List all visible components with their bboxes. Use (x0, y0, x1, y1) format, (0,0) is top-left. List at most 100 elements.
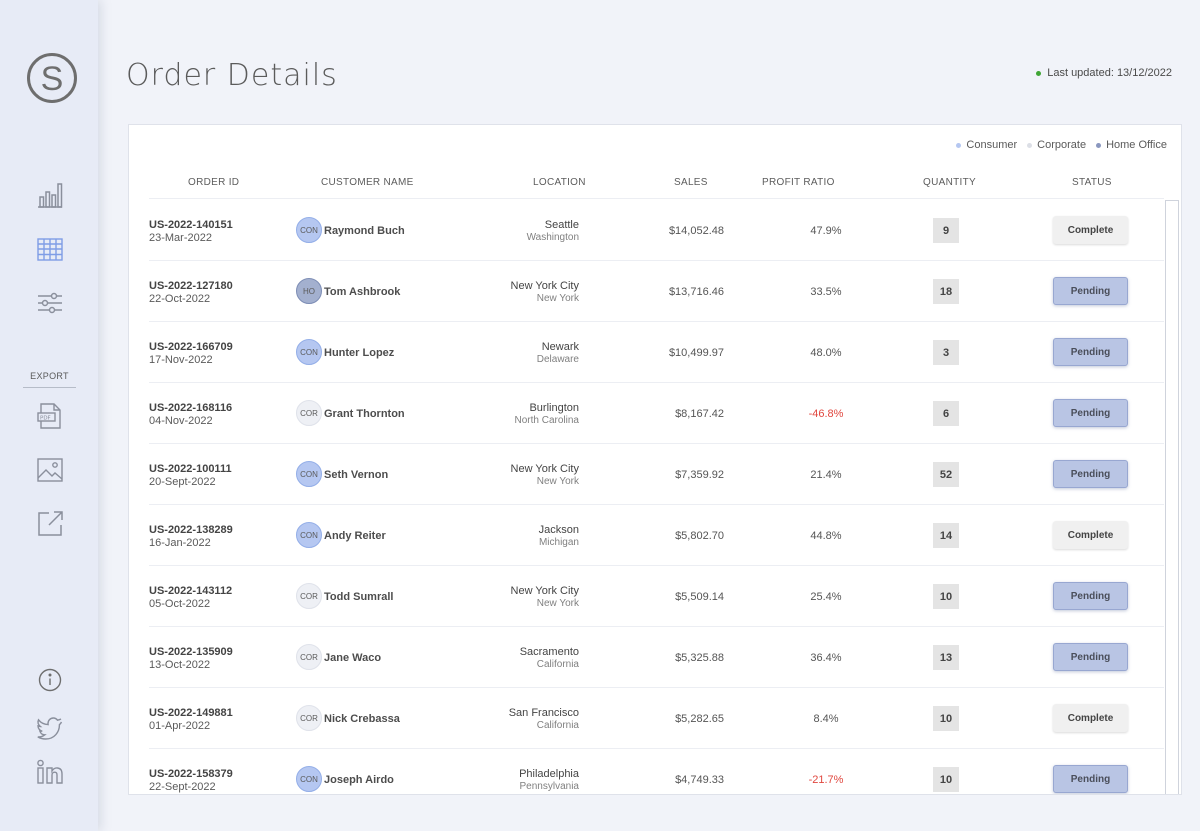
export-label: EXPORT (30, 371, 69, 381)
table-row[interactable]: US-2022-135909 13-Oct-2022 COR Jane Waco Sac… (149, 627, 1164, 688)
twitter-link[interactable] (36, 712, 64, 740)
status-button[interactable]: Complete (1053, 704, 1128, 732)
table-row[interactable]: US-2022-166709 17-Nov-2022 CON Hunter Lopez… (149, 322, 1164, 383)
order-id[interactable]: US-2022-127180 (149, 280, 233, 292)
customer-name[interactable]: Hunter Lopez (324, 347, 395, 359)
table-row[interactable]: US-2022-140151 23-Mar-2022 CON Raymond Buch… (149, 200, 1164, 261)
status-button[interactable]: Complete (1053, 521, 1128, 549)
customer-name[interactable]: Andy Reiter (324, 530, 386, 542)
col-header-profit-ratio[interactable]: PROFIT RATIO (762, 177, 835, 188)
legend-item[interactable]: Home Office (1096, 139, 1167, 151)
status-button[interactable]: Pending (1053, 277, 1128, 305)
order-id[interactable]: US-2022-166709 (149, 341, 233, 353)
table-header: ORDER ID CUSTOMER NAME LOCATION SALES PR… (149, 169, 1164, 199)
order-id[interactable]: US-2022-140151 (149, 219, 233, 231)
profit-ratio: 48.0% (810, 347, 842, 359)
table-row[interactable]: US-2022-149881 01-Apr-2022 COR Nick Crebass… (149, 688, 1164, 749)
export-share-button[interactable] (36, 510, 64, 538)
logo[interactable]: S (27, 53, 77, 103)
status-button[interactable]: Pending (1053, 460, 1128, 488)
customer-name[interactable]: Tom Ashbrook (324, 286, 401, 298)
sales-value: $7,359.92 (675, 469, 724, 481)
quantity-badge: 6 (933, 401, 959, 426)
col-header-location[interactable]: LOCATION (533, 177, 586, 188)
customer-name[interactable]: Nick Crebassa (324, 713, 400, 725)
quantity-badge: 14 (933, 523, 959, 548)
status-button[interactable]: Pending (1053, 582, 1128, 610)
info-icon (38, 668, 62, 692)
status-button[interactable]: Pending (1053, 765, 1128, 793)
location-city: Seattle (544, 219, 579, 231)
svg-text:PDF: PDF (40, 416, 51, 422)
table-scrollbar[interactable] (1165, 200, 1179, 794)
col-header-order-id[interactable]: ORDER ID (188, 177, 240, 188)
export-pdf-button[interactable]: PDF (36, 402, 64, 430)
status-button[interactable]: Pending (1053, 338, 1128, 366)
linkedin-icon (37, 759, 63, 784)
order-id[interactable]: US-2022-138289 (149, 524, 233, 536)
location-state: California (536, 659, 579, 670)
status-button[interactable]: Complete (1053, 216, 1128, 244)
quantity-badge: 10 (933, 706, 959, 731)
order-id[interactable]: US-2022-100111 (149, 463, 232, 475)
col-header-status[interactable]: STATUS (1072, 177, 1112, 188)
profit-ratio: -46.8% (808, 408, 844, 420)
linkedin-link[interactable] (36, 758, 64, 786)
location-state: Washington (526, 232, 579, 243)
customer-name[interactable]: Todd Sumrall (324, 591, 394, 603)
table-row[interactable]: US-2022-168116 04-Nov-2022 COR Grant Thornt… (149, 383, 1164, 444)
segment-avatar: CON (296, 217, 322, 243)
segment-avatar: CON (296, 339, 322, 365)
nav-dashboard-button[interactable] (36, 181, 64, 209)
sales-value: $5,325.88 (675, 652, 724, 664)
location-state: North Carolina (514, 415, 579, 426)
segment-avatar: COR (296, 705, 322, 731)
legend-item[interactable]: Consumer (956, 139, 1017, 151)
order-id[interactable]: US-2022-149881 (149, 707, 233, 719)
table-row[interactable]: US-2022-100111 20-Sept-2022 CON Seth Vernon… (149, 444, 1164, 505)
location-state: California (536, 720, 579, 731)
order-date: 20-Sept-2022 (149, 476, 216, 488)
table-row[interactable]: US-2022-127180 22-Oct-2022 HO Tom Ashbrook N… (149, 261, 1164, 322)
table-row[interactable]: US-2022-158379 22-Sept-2022 CON Joseph Aird… (149, 749, 1164, 794)
order-date: 05-Oct-2022 (149, 598, 211, 610)
status-dot (1036, 70, 1042, 76)
col-header-quantity[interactable]: QUANTITY (923, 177, 976, 188)
status-button[interactable]: Pending (1053, 643, 1128, 671)
order-date: 17-Nov-2022 (149, 354, 213, 366)
location-city: New York City (510, 280, 579, 292)
location-state: New York (536, 293, 579, 304)
quantity-badge: 10 (933, 584, 959, 609)
col-header-sales[interactable]: SALES (674, 177, 708, 188)
segment-avatar: CON (296, 461, 322, 487)
legend-label: Corporate (1037, 139, 1087, 151)
legend-item[interactable]: Corporate (1027, 139, 1086, 151)
profit-ratio: 47.9% (810, 225, 842, 237)
location-state: Michigan (538, 537, 579, 548)
table-row[interactable]: US-2022-138289 16-Jan-2022 CON Andy Reiter J… (149, 505, 1164, 566)
location-city: San Francisco (508, 707, 579, 719)
order-id[interactable]: US-2022-168116 (149, 402, 233, 414)
nav-table-button[interactable] (36, 235, 64, 263)
location-city: Newark (541, 341, 579, 353)
profit-ratio: 25.4% (810, 591, 842, 603)
customer-name[interactable]: Grant Thornton (324, 408, 405, 420)
customer-name[interactable]: Seth Vernon (324, 469, 389, 481)
sales-value: $14,052.48 (668, 225, 724, 237)
table-row[interactable]: US-2022-143112 05-Oct-2022 COR Todd Sumrall… (149, 566, 1164, 627)
location-city: Philadelphia (519, 768, 579, 780)
order-id[interactable]: US-2022-158379 (149, 768, 233, 780)
order-date: 16-Jan-2022 (149, 537, 211, 549)
customer-name[interactable]: Jane Waco (324, 652, 382, 664)
order-id[interactable]: US-2022-135909 (149, 646, 233, 658)
order-id[interactable]: US-2022-143112 (149, 585, 233, 597)
nav-filter-button[interactable] (36, 289, 64, 317)
customer-name[interactable]: Raymond Buch (324, 225, 405, 237)
segment-avatar: COR (296, 400, 322, 426)
info-button[interactable] (36, 666, 64, 694)
export-image-button[interactable] (36, 456, 64, 484)
location-state: Delaware (536, 354, 579, 365)
status-button[interactable]: Pending (1053, 399, 1128, 427)
col-header-customer-name[interactable]: CUSTOMER NAME (321, 177, 414, 188)
customer-name[interactable]: Joseph Airdo (324, 774, 394, 786)
